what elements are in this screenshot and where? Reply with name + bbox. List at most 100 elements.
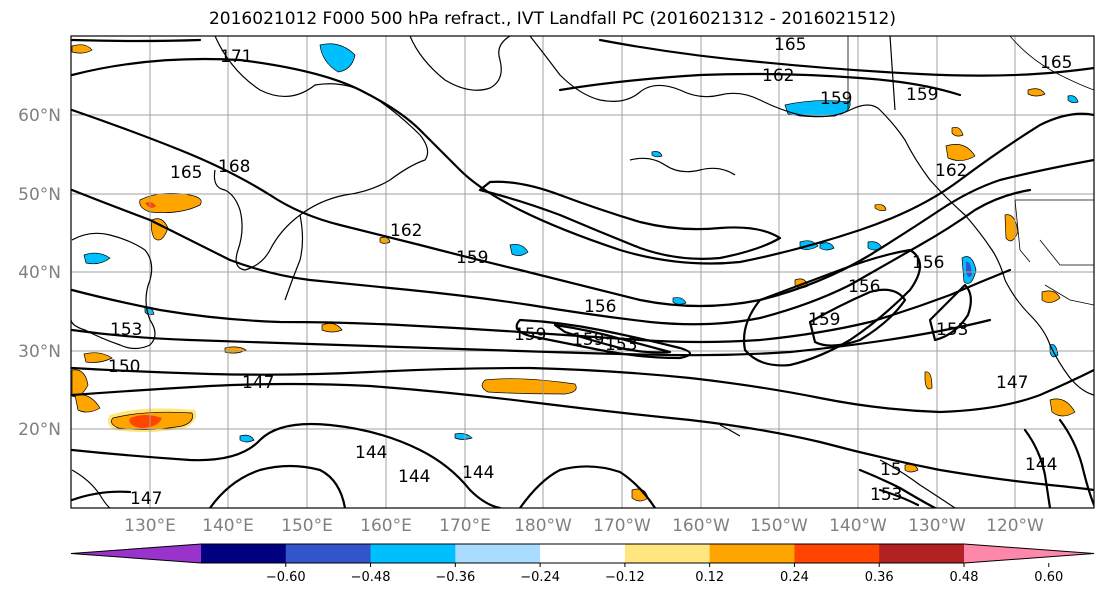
lat-label: 40°N <box>18 263 61 283</box>
filled-anomalies <box>71 43 1079 502</box>
anomaly-patch <box>454 433 473 440</box>
contour-label: 162 <box>762 66 794 86</box>
contour-label: 165 <box>1040 53 1072 73</box>
anomaly-patch <box>1049 398 1076 417</box>
anomaly-patch <box>224 346 247 354</box>
colorbar-tick-label: 0.36 <box>865 570 894 585</box>
anomaly-patch <box>1067 95 1079 104</box>
anomaly-patch <box>945 144 976 161</box>
lon-label: 160°E <box>360 516 412 536</box>
contour-label: 147 <box>130 489 162 509</box>
colorbar-segment <box>709 544 795 563</box>
lon-label: 140°W <box>829 516 887 536</box>
colorbar-segment <box>455 544 541 563</box>
lat-label: 50°N <box>18 185 61 205</box>
contour-label: 165 <box>774 35 806 55</box>
lon-label: 180°W <box>514 516 572 536</box>
anomaly-patch <box>1041 290 1061 303</box>
colorbar: −0.60 −0.48 −0.36 −0.24 −0.12 0.12 0.24 0.36 0.4… <box>70 543 1095 585</box>
colorbar-tick-label: −0.60 <box>266 570 306 585</box>
contour-label: 171 <box>220 47 252 67</box>
anomaly-patch <box>672 297 687 305</box>
borders <box>847 36 1094 306</box>
anomaly-patch <box>951 126 964 137</box>
anomaly-patch <box>481 378 577 395</box>
contour-labels: 171 165 168 162 165 165 162 159 159 162 … <box>108 35 1072 509</box>
contour-label: 162 <box>935 161 967 181</box>
lon-label: 130°E <box>124 516 176 536</box>
colorbar-tick-label: −0.48 <box>351 570 391 585</box>
colorbar-tick-label: 0.48 <box>950 570 979 585</box>
anomaly-patch <box>83 252 111 265</box>
contour-label: 150 <box>108 357 140 377</box>
lon-label: 140°E <box>202 516 254 536</box>
contour-label: 159 <box>514 325 546 345</box>
lon-label: 150°E <box>281 516 333 536</box>
colorbar-segment <box>794 544 880 563</box>
anomaly-patch <box>509 243 529 256</box>
colorbar-segment <box>370 544 456 563</box>
colorbar-segment <box>879 544 965 563</box>
contour-label: 165 <box>170 163 202 183</box>
contour-label: 153 <box>870 485 902 505</box>
graticule <box>71 36 1094 508</box>
colorbar-extend-high <box>964 544 1094 563</box>
lon-label: 130°W <box>908 516 966 536</box>
lon-label: 170°E <box>439 516 491 536</box>
contour-label: 156 <box>848 277 880 297</box>
contour-label: 159 <box>456 248 488 268</box>
colorbar-tick-label: −0.36 <box>435 570 475 585</box>
colorbar-extend-low <box>71 544 201 563</box>
anomaly-patch <box>239 434 255 443</box>
colorbar-segment <box>201 544 287 563</box>
contour-label: 144 <box>355 443 387 463</box>
contour-label: 153 <box>605 335 637 355</box>
lon-label: 170°W <box>593 516 651 536</box>
anomaly-patch <box>651 151 663 158</box>
contour-label: 147 <box>242 373 274 393</box>
lon-label: 120°W <box>986 516 1044 536</box>
contour-label: 159 <box>572 330 604 350</box>
colorbar-tick-label: 0.24 <box>780 570 809 585</box>
contour-label: 153 <box>110 320 142 340</box>
longitude-labels: 130°E 140°E 150°E 160°E 170°E 180°W 170°… <box>124 516 1044 536</box>
anomaly-patch <box>71 44 93 54</box>
anomaly-patch <box>139 193 202 214</box>
anomaly-patch <box>874 204 887 212</box>
contour-label: 162 <box>390 221 422 241</box>
lat-label: 20°N <box>18 420 61 440</box>
lon-label: 150°W <box>750 516 808 536</box>
contour-label: 144 <box>398 467 430 487</box>
coastlines <box>71 36 1094 508</box>
lat-label: 60°N <box>18 106 61 126</box>
colorbar-tick-label: 0.12 <box>695 570 724 585</box>
contour-label: 156 <box>912 253 944 273</box>
refractivity-contours <box>71 38 1094 508</box>
anomaly-patch <box>924 371 933 390</box>
contour-label: 153 <box>936 320 968 340</box>
colorbar-outline <box>70 543 1095 564</box>
contour-label: 156 <box>584 297 616 317</box>
contour-label: 168 <box>218 157 250 177</box>
map-frame <box>70 35 1095 509</box>
anomaly-patch <box>966 261 972 277</box>
anomaly-patch <box>819 242 835 251</box>
colorbar-tick-label: 0.60 <box>1034 570 1063 585</box>
colorbar-segment <box>285 544 372 563</box>
map-title: 2016021012 F000 500 hPa refract., IVT La… <box>208 9 896 29</box>
colorbar-segment <box>540 544 626 563</box>
anomaly-patch <box>1027 88 1046 97</box>
contour-label: 144 <box>462 463 494 483</box>
colorbar-tick-label: −0.12 <box>605 570 645 585</box>
lon-label: 160°W <box>672 516 730 536</box>
lat-label: 30°N <box>18 342 61 362</box>
anomaly-patch <box>319 43 356 73</box>
latitude-labels: 60°N 50°N 40°N 30°N 20°N <box>18 106 61 440</box>
colorbar-segment <box>624 544 711 563</box>
anomaly-patch <box>83 352 113 363</box>
contour-label: 159 <box>808 310 840 330</box>
colorbar-tick-label: −0.24 <box>520 570 560 585</box>
contour-label: 144 <box>1025 455 1057 475</box>
contour-label: 159 <box>820 89 852 109</box>
